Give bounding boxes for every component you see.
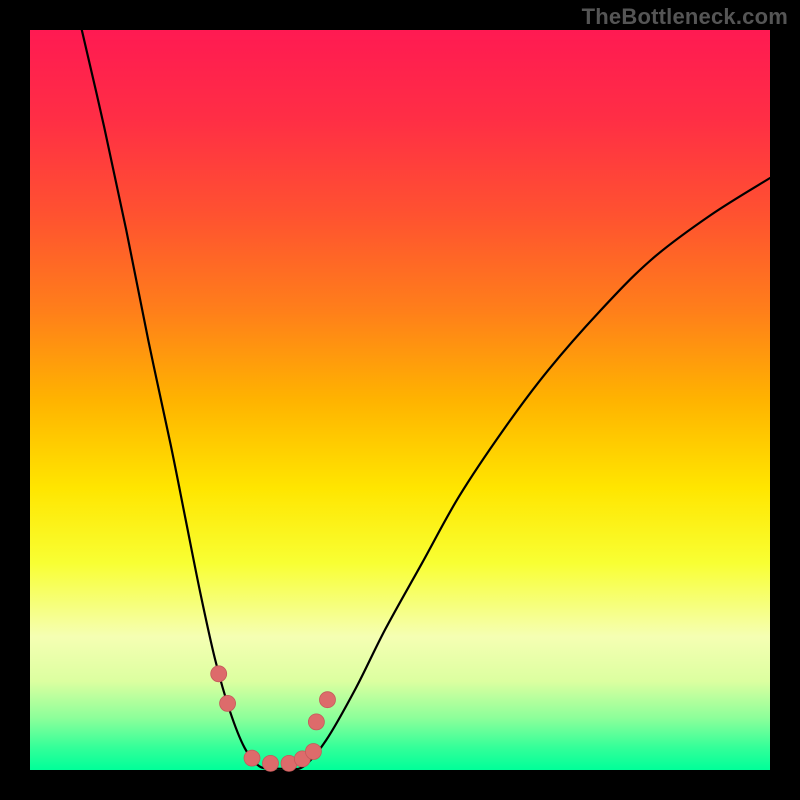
bottleneck-chart <box>0 0 800 800</box>
figure-container: { "figure": { "width": 800, "height": 80… <box>0 0 800 800</box>
data-point-marker <box>220 695 236 711</box>
watermark-text: TheBottleneck.com <box>582 4 788 30</box>
data-point-marker <box>319 692 335 708</box>
data-point-marker <box>305 744 321 760</box>
data-point-marker <box>211 666 227 682</box>
plot-background <box>30 30 770 770</box>
data-point-marker <box>263 755 279 771</box>
data-point-marker <box>308 714 324 730</box>
data-point-marker <box>244 750 260 766</box>
